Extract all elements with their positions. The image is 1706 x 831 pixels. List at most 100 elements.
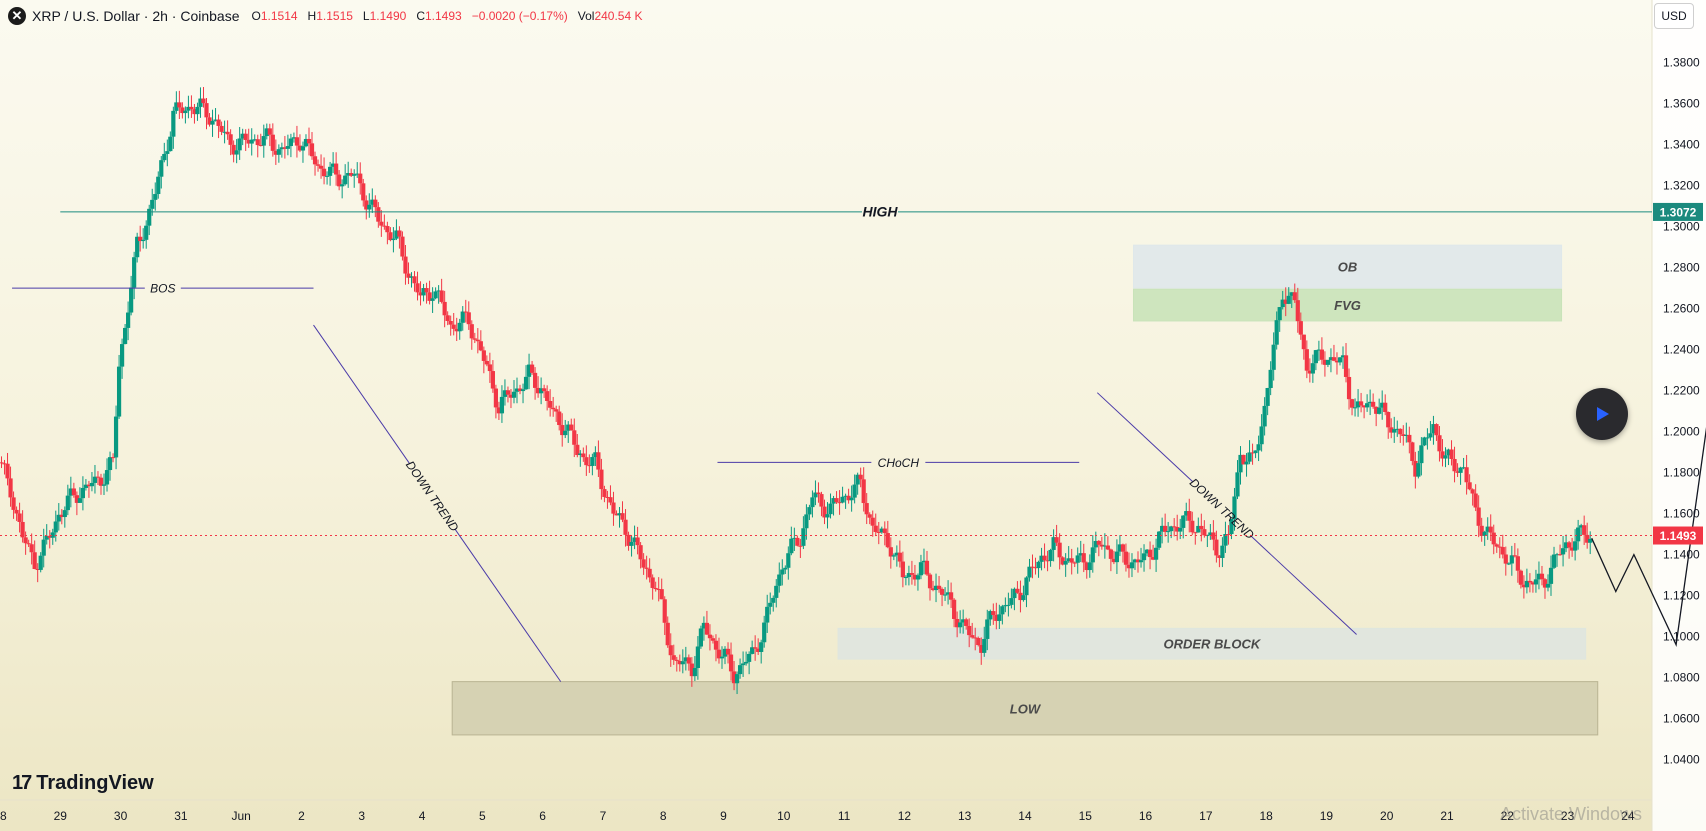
candle-body[interactable] xyxy=(867,514,872,518)
candle-body[interactable] xyxy=(1497,546,1502,548)
candle-body[interactable] xyxy=(267,128,272,135)
candle-body[interactable] xyxy=(1193,532,1198,534)
candle-body[interactable] xyxy=(786,553,791,568)
candle-body[interactable] xyxy=(379,221,384,226)
candle-body[interactable] xyxy=(334,163,339,175)
candle-body[interactable] xyxy=(834,498,839,503)
candle-body[interactable] xyxy=(264,128,269,137)
candle-body[interactable] xyxy=(240,133,245,139)
candle-body[interactable] xyxy=(285,146,290,149)
candle-body[interactable] xyxy=(183,110,188,114)
candle-body[interactable] xyxy=(958,622,963,628)
candle-body[interactable] xyxy=(1181,515,1186,528)
candle-body[interactable] xyxy=(472,338,477,340)
candle-body[interactable] xyxy=(554,409,559,412)
candle-body[interactable] xyxy=(1479,525,1484,536)
trendline-down[interactable] xyxy=(1096,392,1193,482)
candle-body[interactable] xyxy=(394,230,399,239)
candle-body[interactable] xyxy=(258,145,263,147)
candle-body[interactable] xyxy=(231,144,236,155)
candle-body[interactable] xyxy=(436,290,441,292)
candle-body[interactable] xyxy=(1184,511,1189,516)
candle-body[interactable] xyxy=(65,495,70,511)
candle-body[interactable] xyxy=(734,674,740,684)
candle-body[interactable] xyxy=(903,577,908,579)
candle-body[interactable] xyxy=(367,204,372,210)
candle-body[interactable] xyxy=(1365,403,1370,408)
candle-body[interactable] xyxy=(1443,455,1448,459)
candle-body[interactable] xyxy=(650,577,655,588)
candle-body[interactable] xyxy=(1084,562,1089,571)
candle-body[interactable] xyxy=(1199,525,1204,530)
candle-body[interactable] xyxy=(17,513,22,522)
candle-body[interactable] xyxy=(1295,300,1300,322)
candle-body[interactable] xyxy=(1163,525,1168,532)
candle-body[interactable] xyxy=(303,138,309,147)
candle-body[interactable] xyxy=(1211,532,1216,540)
candle-body[interactable] xyxy=(321,168,327,177)
candle-body[interactable] xyxy=(327,166,333,176)
candle-body[interactable] xyxy=(1380,402,1385,408)
candle-body[interactable] xyxy=(955,618,960,628)
candle-body[interactable] xyxy=(291,137,297,139)
candle-body[interactable] xyxy=(557,411,562,426)
candle-body[interactable] xyxy=(1039,555,1044,562)
candle-body[interactable] xyxy=(1132,559,1138,563)
candle-body[interactable] xyxy=(243,133,248,140)
candle-body[interactable] xyxy=(406,273,411,278)
candle-body[interactable] xyxy=(1416,463,1421,477)
candle-body[interactable] xyxy=(1096,540,1101,545)
candle-body[interactable] xyxy=(1488,526,1493,533)
zone-ob[interactable] xyxy=(1132,244,1563,289)
candle-body[interactable] xyxy=(674,659,679,661)
candle-body[interactable] xyxy=(165,151,170,154)
candle-body[interactable] xyxy=(831,498,836,504)
candle-body[interactable] xyxy=(668,645,673,656)
candle-body[interactable] xyxy=(427,292,432,301)
candle-body[interactable] xyxy=(777,574,782,586)
candle-body[interactable] xyxy=(1108,549,1113,559)
candle-body[interactable] xyxy=(1509,555,1514,564)
candle-body[interactable] xyxy=(107,457,113,471)
candle-body[interactable] xyxy=(756,648,761,652)
candle-body[interactable] xyxy=(1147,549,1153,558)
candle-body[interactable] xyxy=(1256,444,1261,451)
candle-body[interactable] xyxy=(704,622,710,635)
candle-body[interactable] xyxy=(994,614,999,621)
zone-order-block[interactable] xyxy=(837,627,1587,660)
candle-body[interactable] xyxy=(186,106,191,111)
candle-body[interactable] xyxy=(967,625,972,636)
candle-body[interactable] xyxy=(1337,357,1343,363)
candle-body[interactable] xyxy=(1455,471,1460,473)
candle-body[interactable] xyxy=(551,407,556,410)
candle-body[interactable] xyxy=(973,637,978,639)
candle-body[interactable] xyxy=(463,311,468,313)
candle-body[interactable] xyxy=(38,555,43,570)
trendline-down[interactable] xyxy=(1250,535,1357,635)
candle-body[interactable] xyxy=(1048,549,1053,562)
candle-body[interactable] xyxy=(126,312,131,328)
candle-body[interactable] xyxy=(1271,344,1276,370)
candle-body[interactable] xyxy=(361,183,366,201)
candle-body[interactable] xyxy=(789,538,794,554)
candle-body[interactable] xyxy=(536,387,541,394)
candle-body[interactable] xyxy=(1464,467,1469,483)
candle-body[interactable] xyxy=(846,495,851,501)
candle-body[interactable] xyxy=(608,497,613,503)
candle-body[interactable] xyxy=(529,364,535,373)
candle-body[interactable] xyxy=(819,494,824,507)
candle-body[interactable] xyxy=(1153,547,1159,560)
candle-body[interactable] xyxy=(1491,532,1496,545)
candle-body[interactable] xyxy=(279,147,284,150)
candle-body[interactable] xyxy=(403,256,408,274)
candle-body[interactable] xyxy=(1247,452,1252,462)
candle-body[interactable] xyxy=(1030,566,1035,568)
candle-body[interactable] xyxy=(858,474,863,480)
candle-body[interactable] xyxy=(1500,547,1505,555)
candle-body[interactable] xyxy=(737,665,743,675)
candle-body[interactable] xyxy=(813,492,818,498)
candle-body[interactable] xyxy=(385,226,390,233)
candle-body[interactable] xyxy=(282,147,287,149)
candle-body[interactable] xyxy=(1425,437,1430,439)
candle-body[interactable] xyxy=(475,339,480,342)
